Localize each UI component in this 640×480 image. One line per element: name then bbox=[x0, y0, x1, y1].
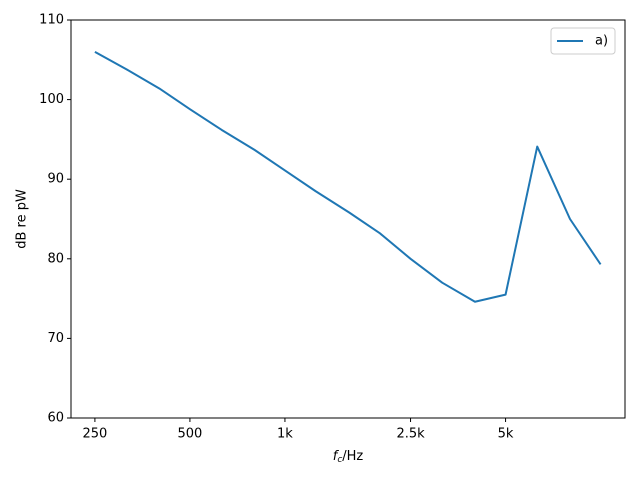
x-axis-label: fc/Hz bbox=[333, 449, 364, 465]
y-tick-label: 100 bbox=[39, 92, 64, 107]
y-tick-label: 80 bbox=[47, 251, 64, 266]
legend-label: a) bbox=[595, 34, 608, 49]
y-tick-label: 70 bbox=[47, 331, 64, 346]
line bbox=[94, 50, 602, 303]
x-tick-label: 5k bbox=[498, 427, 514, 442]
y-tick-label: 110 bbox=[39, 13, 64, 28]
y-tick-label: 90 bbox=[47, 172, 64, 187]
x-tick-label: 2.5k bbox=[396, 427, 425, 442]
plot-frame bbox=[70, 19, 626, 419]
y-axis-label: dB re pW bbox=[15, 189, 30, 249]
x-tick-label: 500 bbox=[178, 427, 203, 442]
x-tick-label: 250 bbox=[82, 427, 107, 442]
y-tick-label: 60 bbox=[47, 411, 64, 426]
x-tick-label: 1k bbox=[277, 427, 293, 442]
